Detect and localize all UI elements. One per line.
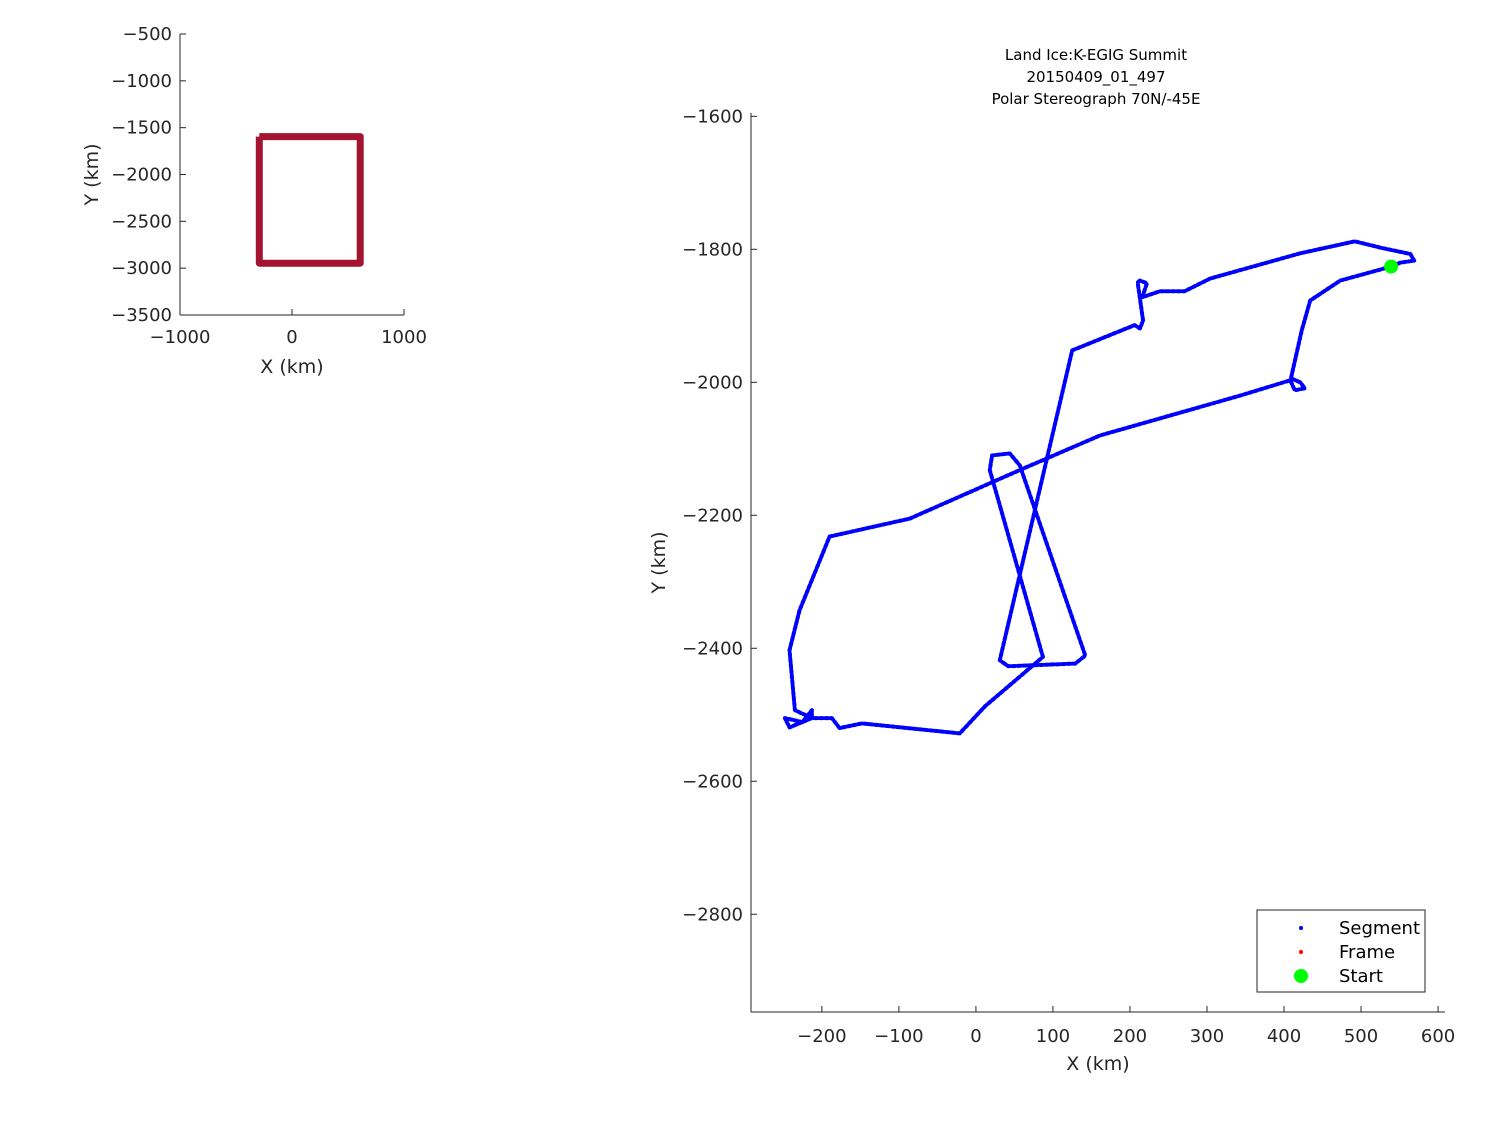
y-tick-label: −1800 [682, 239, 743, 260]
x-tick-label: 100 [1036, 1026, 1070, 1047]
chart-title-line-1: Land Ice:K-EGIG Summit [1005, 46, 1187, 64]
legend-label: Segment [1339, 918, 1420, 939]
x-tick-label: 400 [1267, 1026, 1301, 1047]
legend-start-icon [1294, 969, 1308, 983]
y-tick-label: −2400 [682, 638, 743, 659]
x-axis-label: X (km) [1066, 1053, 1129, 1075]
y-tick-label: −500 [123, 24, 172, 45]
start-marker [1384, 259, 1399, 274]
x-tick-label: 500 [1344, 1026, 1378, 1047]
y-axis-label: Y (km) [648, 532, 670, 595]
x-tick-label: −200 [797, 1026, 846, 1047]
x-tick-label: 200 [1113, 1026, 1147, 1047]
legend-label: Frame [1339, 942, 1395, 963]
y-tick-label: −1600 [682, 106, 743, 127]
legend: Segment Frame Start [1256, 909, 1426, 993]
inset-map-axes: −1000 0 1000 −500 −1000 −1500 −2000 −2500 −3000 −… [81, 24, 427, 378]
chart-title-line-3: Polar Stereograph 70N/-45E [992, 90, 1201, 108]
x-tick-label: 0 [970, 1026, 981, 1047]
x-tick-label: 1000 [381, 327, 427, 348]
y-tick-label: −2000 [682, 372, 743, 393]
legend-frame-icon [1299, 950, 1303, 954]
x-axis-label: X (km) [260, 356, 323, 378]
y-tick-label: −1000 [111, 71, 172, 92]
legend-label: Start [1339, 966, 1383, 987]
y-axis-label: Y (km) [81, 144, 103, 207]
segment-track [782, 239, 1417, 736]
y-tick-label: −2500 [111, 211, 172, 232]
x-tick-label: 0 [286, 327, 297, 348]
y-tick-label: −3500 [111, 305, 172, 326]
y-tick-label: −2000 [111, 165, 172, 186]
main-map-axes: Land Ice:K-EGIG Summit 20150409_01_497 P… [648, 46, 1455, 1075]
x-tick-label: 600 [1421, 1026, 1455, 1047]
y-tick-label: −3000 [111, 258, 172, 279]
y-tick-label: −1500 [111, 118, 172, 139]
legend-segment-icon [1299, 926, 1303, 930]
x-tick-label: −1000 [150, 327, 211, 348]
y-tick-label: −2800 [682, 904, 743, 925]
chart-title-line-2: 20150409_01_497 [1026, 68, 1165, 87]
y-tick-label: −2200 [682, 505, 743, 526]
legend-box [1256, 909, 1426, 993]
y-tick-label: −2600 [682, 771, 743, 792]
x-tick-label: 300 [1190, 1026, 1224, 1047]
extent-rectangle [255, 133, 364, 267]
x-tick-label: −100 [874, 1026, 923, 1047]
